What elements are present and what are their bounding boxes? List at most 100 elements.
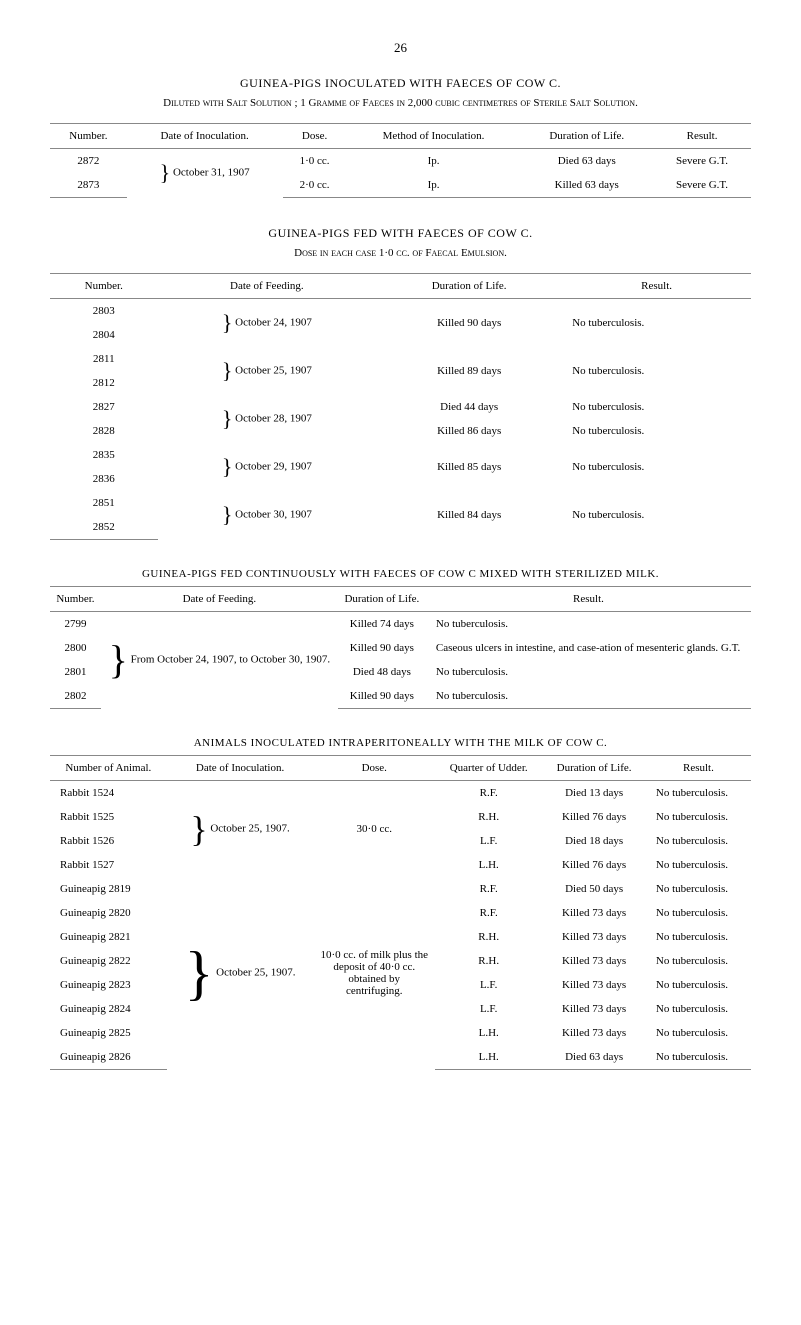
cell-res: Caseous ulcers in intestine, and case-at…	[426, 636, 751, 660]
cell-num: 2799	[50, 612, 101, 637]
section4-title: ANIMALS INOCULATED INTRAPERITONEALLY WIT…	[50, 737, 751, 749]
cell-num: Rabbit 1525	[50, 805, 167, 829]
cell-num: 2803	[50, 299, 158, 324]
cell-num: Guineapig 2821	[50, 925, 167, 949]
cell-dur: Killed 63 days	[520, 173, 653, 198]
cell-num: 2835	[50, 443, 158, 467]
brace-icon: }	[190, 809, 207, 849]
col-header: Duration of Life.	[338, 587, 426, 612]
page-number: 26	[50, 40, 751, 56]
brace-icon: }	[160, 160, 171, 185]
cell-res: No tuberculosis.	[562, 395, 751, 419]
cell-quarter: R.H.	[435, 925, 542, 949]
date-text: From October 24, 1907, to October 30, 19…	[131, 654, 331, 666]
cell-dur: Killed 73 days	[542, 1021, 646, 1045]
cell-res: No tuberculosis.	[426, 612, 751, 637]
section3-title: GUINEA-PIGS FED CONTINUOUSLY WITH FAECES…	[50, 568, 751, 580]
cell-dur: Killed 76 days	[542, 805, 646, 829]
cell-res: No tuberculosis.	[646, 973, 751, 997]
cell-dur: Killed 90 days	[338, 684, 426, 709]
cell-quarter: R.H.	[435, 949, 542, 973]
cell-quarter: L.H.	[435, 1045, 542, 1070]
cell-res: No tuberculosis.	[562, 443, 751, 491]
col-header: Result.	[426, 587, 751, 612]
brace-icon: }	[109, 637, 128, 682]
cell-dur: Killed 73 days	[542, 997, 646, 1021]
cell-dur: Killed 73 days	[542, 925, 646, 949]
cell-quarter: R.F.	[435, 877, 542, 901]
col-header: Result.	[646, 756, 751, 781]
brace-icon: }	[222, 502, 233, 527]
cell-dur: Killed 90 days	[376, 299, 562, 348]
cell-dur: Died 48 days	[338, 660, 426, 684]
cell-num: 2800	[50, 636, 101, 660]
cell-method: Ip.	[347, 173, 521, 198]
cell-date: } October 24, 1907	[158, 299, 377, 348]
col-header: Date of Feeding.	[158, 274, 377, 299]
col-header: Duration of Life.	[542, 756, 646, 781]
cell-num: 2873	[50, 173, 127, 198]
cell-num: 2811	[50, 347, 158, 371]
cell-dur: Killed 89 days	[376, 347, 562, 395]
cell-quarter: R.F.	[435, 781, 542, 806]
cell-res: No tuberculosis.	[646, 1045, 751, 1070]
cell-res: No tuberculosis.	[646, 949, 751, 973]
col-header: Number of Animal.	[50, 756, 167, 781]
col-header: Result.	[562, 274, 751, 299]
cell-dur: Died 18 days	[542, 829, 646, 853]
cell-quarter: L.F.	[435, 973, 542, 997]
cell-date: } October 31, 1907	[127, 149, 283, 198]
cell-dur: Killed 76 days	[542, 853, 646, 877]
section2-subtitle: Dose in each case 1·0 cc. of Faecal Emul…	[50, 247, 751, 259]
cell-res: No tuberculosis.	[646, 1021, 751, 1045]
col-header: Quarter of Udder.	[435, 756, 542, 781]
cell-dur: Died 63 days	[542, 1045, 646, 1070]
cell-dur: Killed 86 days	[376, 419, 562, 443]
col-header: Number.	[50, 587, 101, 612]
cell-num: 2828	[50, 419, 158, 443]
cell-num: 2812	[50, 371, 158, 395]
cell-num: 2872	[50, 149, 127, 174]
cell-dur: Killed 85 days	[376, 443, 562, 491]
cell-res: No tuberculosis.	[562, 299, 751, 348]
cell-date: } October 25, 1907.	[167, 781, 314, 878]
table-1: Number. Date of Inoculation. Dose. Metho…	[50, 123, 751, 198]
cell-res: No tuberculosis.	[426, 660, 751, 684]
cell-res: No tuberculosis.	[562, 419, 751, 443]
brace-icon: }	[222, 454, 233, 479]
cell-num: Guineapig 2819	[50, 877, 167, 901]
cell-res: Severe G.T.	[653, 173, 751, 198]
cell-num: Guineapig 2820	[50, 901, 167, 925]
col-header: Date of Feeding.	[101, 587, 338, 612]
section2-title: GUINEA-PIGS FED WITH FAECES OF COW C.	[50, 226, 751, 241]
cell-res: No tuberculosis.	[646, 997, 751, 1021]
cell-dose: 30·0 cc.	[313, 781, 435, 878]
cell-date: } October 28, 1907	[158, 395, 377, 443]
cell-num: 2801	[50, 660, 101, 684]
cell-res: Severe G.T.	[653, 149, 751, 174]
table-3: Number. Date of Feeding. Duration of Lif…	[50, 586, 751, 709]
cell-dose: 10·0 cc. of milk plus the deposit of 40·…	[313, 877, 435, 1070]
cell-dur: Died 63 days	[520, 149, 653, 174]
cell-num: 2852	[50, 515, 158, 540]
cell-res: No tuberculosis.	[646, 829, 751, 853]
cell-date: } October 29, 1907	[158, 443, 377, 491]
cell-num: 2804	[50, 323, 158, 347]
cell-dur: Died 13 days	[542, 781, 646, 806]
cell-quarter: L.H.	[435, 853, 542, 877]
cell-dose: 1·0 cc.	[283, 149, 347, 174]
cell-dur: Died 50 days	[542, 877, 646, 901]
cell-dur: Killed 84 days	[376, 491, 562, 540]
cell-quarter: L.H.	[435, 1021, 542, 1045]
cell-res: No tuberculosis.	[646, 901, 751, 925]
cell-res: No tuberculosis.	[646, 805, 751, 829]
col-header: Dose.	[283, 124, 347, 149]
cell-method: Ip.	[347, 149, 521, 174]
cell-dur: Killed 73 days	[542, 949, 646, 973]
cell-date: } From October 24, 1907, to October 30, …	[101, 612, 338, 709]
brace-icon: }	[185, 940, 214, 1006]
cell-res: No tuberculosis.	[562, 347, 751, 395]
cell-num: Guineapig 2826	[50, 1045, 167, 1070]
col-header: Date of Inoculation.	[127, 124, 283, 149]
cell-quarter: R.F.	[435, 901, 542, 925]
